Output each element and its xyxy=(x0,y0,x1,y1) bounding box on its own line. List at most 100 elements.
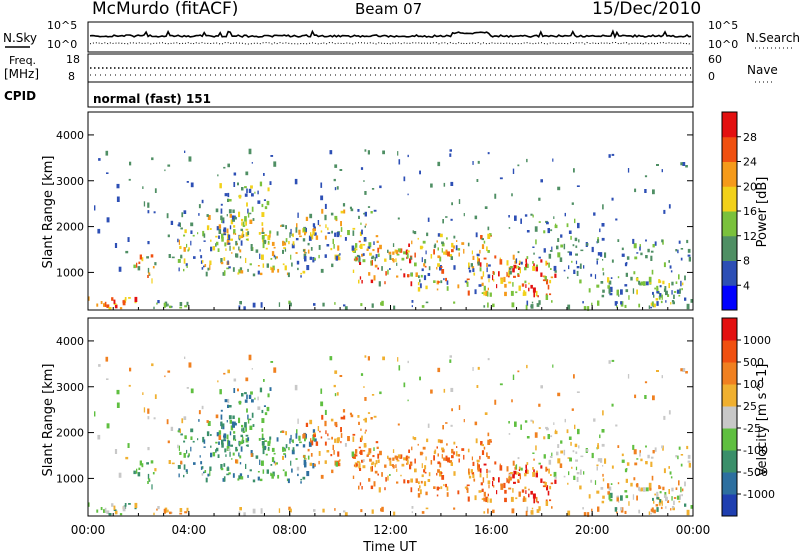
freq-left-tick-top: 18 xyxy=(66,53,80,66)
echo-cell xyxy=(546,262,549,265)
echo-cell xyxy=(239,507,242,511)
echo-cell xyxy=(532,261,534,264)
echo-cell xyxy=(648,305,651,309)
echo-cell xyxy=(476,459,479,462)
echo-cell xyxy=(483,240,486,244)
echo-cell xyxy=(128,178,131,181)
echo-cell xyxy=(559,463,563,468)
y-tick-label: 4000 xyxy=(56,335,84,348)
echo-cell xyxy=(269,387,272,391)
echo-cell xyxy=(389,474,391,476)
echo-cell xyxy=(548,253,552,259)
echo-cell xyxy=(245,232,249,237)
echo-cell xyxy=(673,294,675,299)
echo-cell xyxy=(540,259,543,263)
echo-cell xyxy=(650,250,654,253)
echo-cell xyxy=(552,364,554,368)
echo-cell xyxy=(517,274,520,277)
y-tick-label: 1000 xyxy=(56,472,84,485)
echo-cell xyxy=(251,193,254,197)
echo-cell xyxy=(441,447,444,451)
cpid-label: CPID xyxy=(4,89,36,103)
echo-cell xyxy=(384,487,386,491)
echo-cell xyxy=(421,511,425,514)
echo-cell xyxy=(209,470,211,476)
echo-cell xyxy=(486,452,488,458)
echo-cell xyxy=(602,478,605,482)
echo-cell xyxy=(94,205,96,211)
echo-cell xyxy=(170,426,174,431)
echo-cell xyxy=(381,266,383,271)
echo-cell xyxy=(625,478,628,483)
echo-cell xyxy=(226,267,230,270)
echo-cell xyxy=(235,253,238,258)
echo-cell xyxy=(178,267,180,272)
echo-cell xyxy=(336,438,340,444)
echo-cell xyxy=(203,240,206,242)
echo-cell xyxy=(474,421,478,426)
echo-cell xyxy=(362,459,365,462)
echo-cell xyxy=(655,504,659,507)
echo-cell xyxy=(183,416,187,420)
echo-cell xyxy=(571,202,574,205)
echo-cell xyxy=(624,284,628,287)
echo-cell xyxy=(287,478,290,484)
echo-cell xyxy=(411,240,413,245)
echo-cell xyxy=(228,415,232,420)
echo-cell xyxy=(433,450,436,455)
echo-cell xyxy=(387,475,389,481)
echo-cell xyxy=(368,478,371,482)
echo-cell xyxy=(360,509,363,513)
echo-cell xyxy=(512,282,514,287)
echo-cell xyxy=(407,154,409,158)
echo-cell xyxy=(620,289,623,295)
echo-cell xyxy=(311,440,314,446)
echo-cell xyxy=(532,467,534,470)
echo-cell xyxy=(479,468,482,473)
echo-cell xyxy=(261,203,264,208)
echo-cell xyxy=(440,280,443,284)
noise-right-tick-top: 10^5 xyxy=(708,19,738,32)
echo-cell xyxy=(654,287,656,290)
echo-cell xyxy=(223,166,226,169)
echo-cell xyxy=(526,462,529,466)
echo-cell xyxy=(671,300,675,303)
echo-cell xyxy=(354,454,358,457)
echo-cell xyxy=(632,238,635,244)
echo-cell xyxy=(240,446,243,452)
echo-cell xyxy=(532,214,534,218)
echo-cell xyxy=(340,235,342,238)
echo-cell xyxy=(339,459,341,462)
echo-cell xyxy=(232,267,235,272)
echo-cell xyxy=(200,461,203,465)
echo-cell xyxy=(626,262,628,265)
colorbar-tick-label: 500 xyxy=(743,356,764,369)
echo-cell xyxy=(596,464,599,467)
echo-cell xyxy=(414,252,416,258)
echo-cell xyxy=(370,260,373,266)
echo-cell xyxy=(538,197,541,201)
echo-cell xyxy=(524,266,527,271)
echo-cell xyxy=(224,242,227,247)
echo-cell xyxy=(540,478,543,483)
echo-cell xyxy=(295,252,298,254)
echo-cell xyxy=(626,462,630,466)
echo-cell xyxy=(288,300,291,305)
echo-cell xyxy=(662,280,665,285)
echo-cell xyxy=(449,359,452,363)
echo-cell xyxy=(393,511,396,516)
echo-cell xyxy=(597,506,600,512)
echo-cell xyxy=(675,487,678,490)
echo-cell xyxy=(363,418,365,421)
echo-cell xyxy=(445,483,447,488)
echo-cell xyxy=(147,275,149,278)
echo-cell xyxy=(264,412,268,416)
echo-cell xyxy=(183,258,186,264)
echo-cell xyxy=(153,211,156,214)
echo-cell xyxy=(304,462,307,468)
y-tick-label: 4000 xyxy=(56,129,84,142)
echo-cell xyxy=(591,302,593,306)
echo-cell xyxy=(188,362,192,368)
echo-cell xyxy=(425,507,429,510)
echo-cell xyxy=(309,462,312,466)
